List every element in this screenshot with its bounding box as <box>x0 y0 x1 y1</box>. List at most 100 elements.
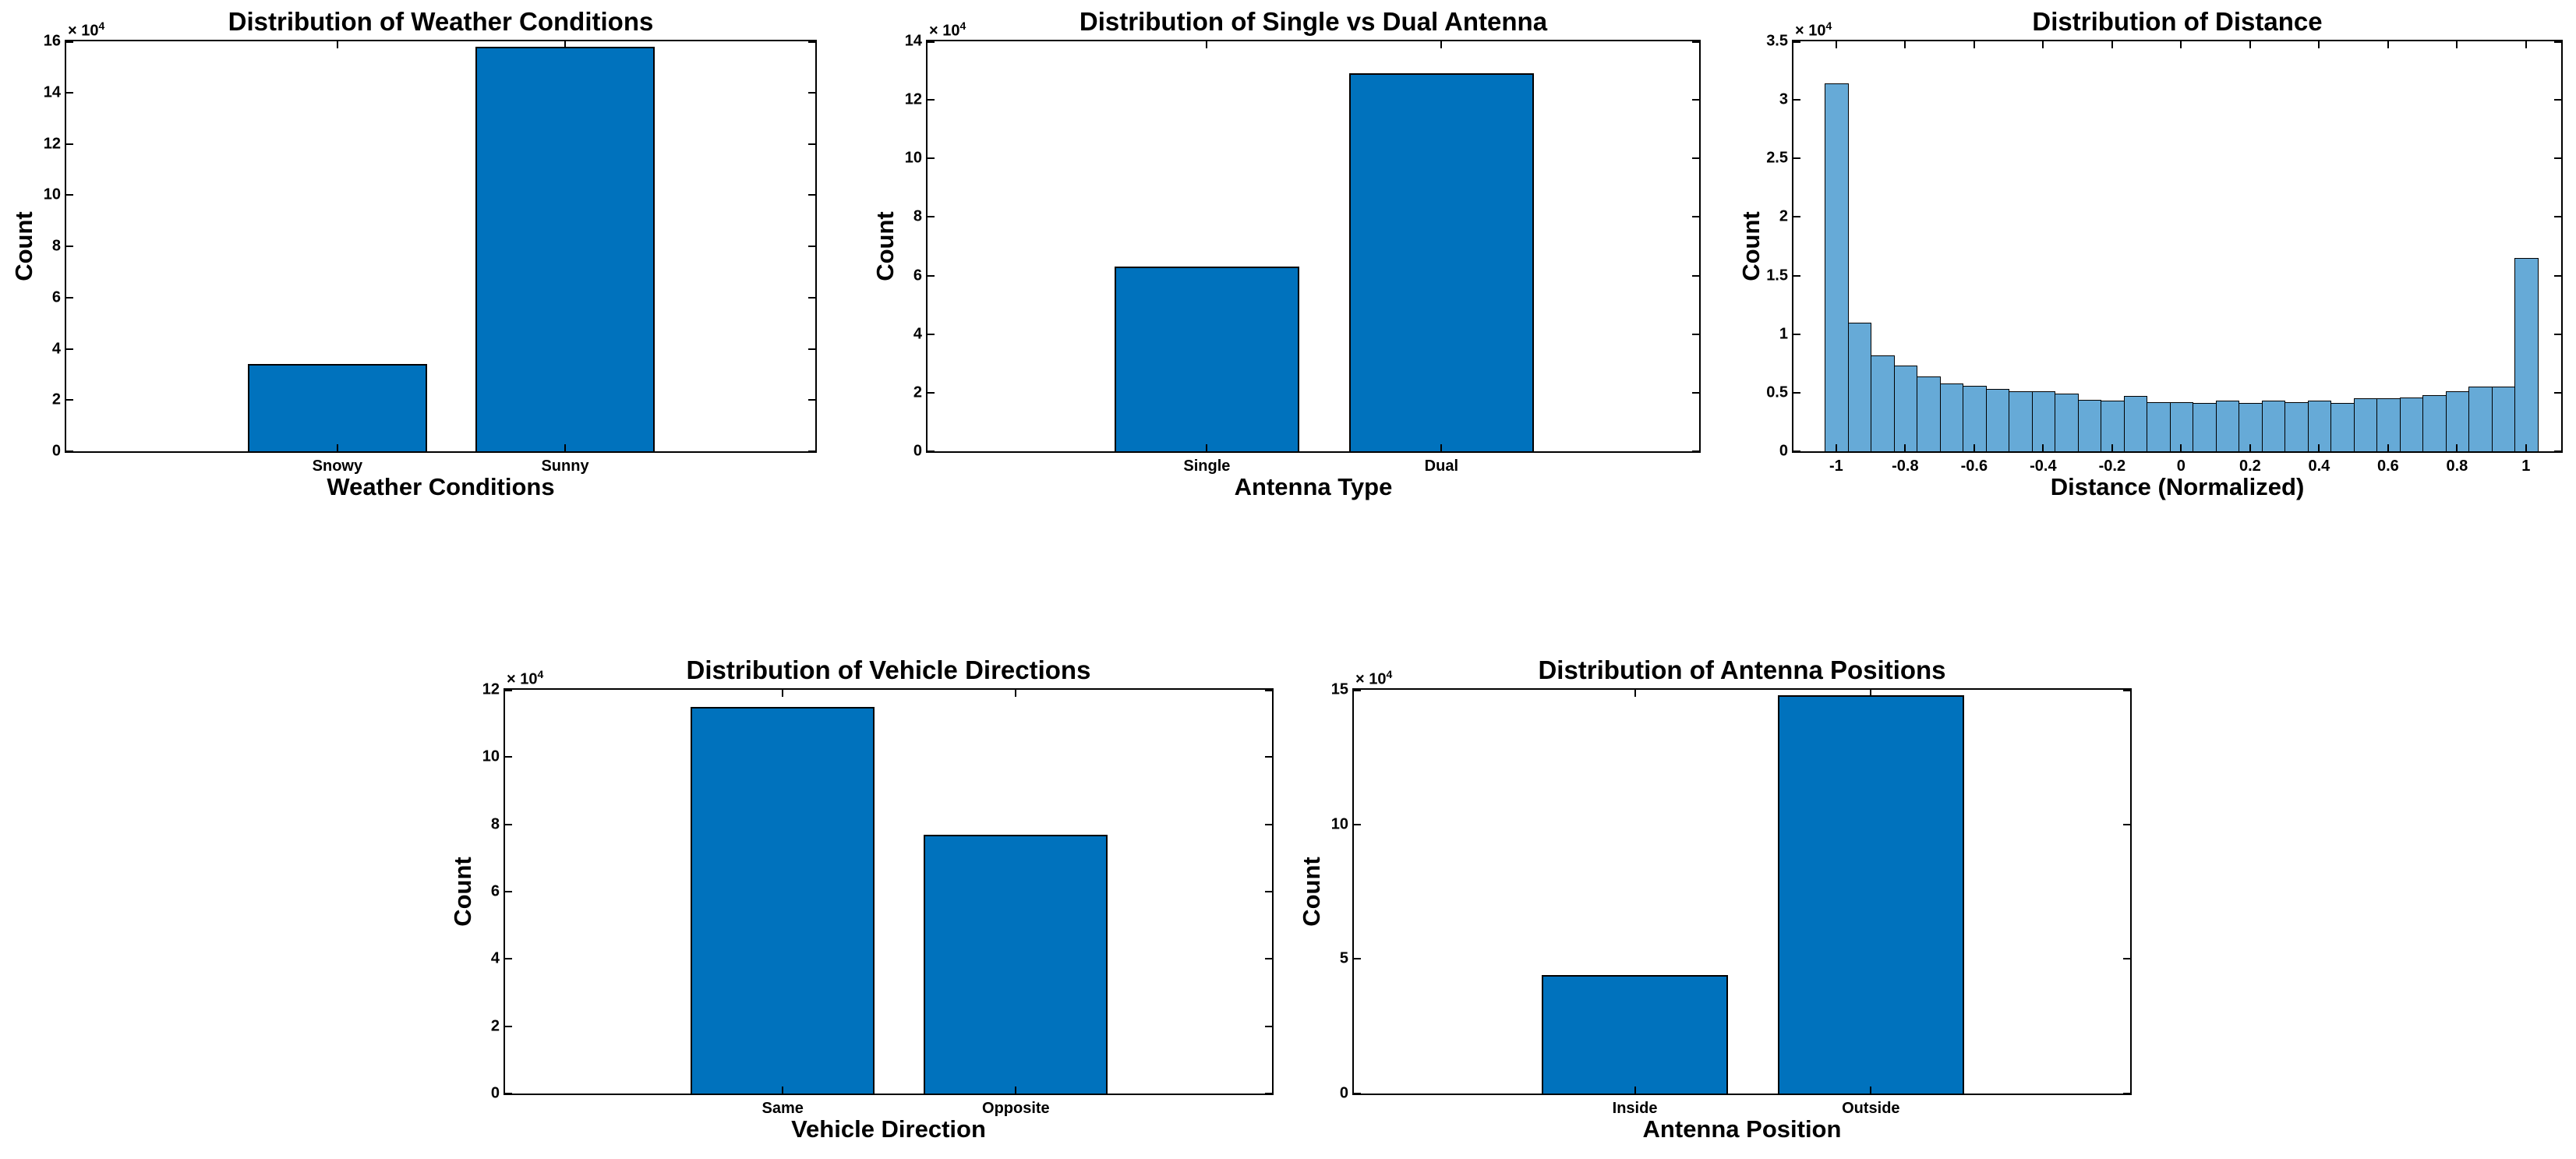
histogram-bin <box>2077 399 2102 451</box>
histogram-bin <box>2101 401 2125 451</box>
y-tick-mirror <box>2123 690 2130 691</box>
y-tick-label: 3.5 <box>1766 32 1788 50</box>
x-tick <box>2180 444 2182 451</box>
y-tick <box>66 348 73 350</box>
histogram-bin <box>2376 398 2401 451</box>
bar-opposite <box>924 834 1108 1094</box>
y-tick-label: 3 <box>1779 90 1788 108</box>
x-tick-mirror <box>336 41 338 48</box>
y-tick-mirror <box>2123 1093 2130 1094</box>
y-tick-label: 14 <box>904 32 922 50</box>
chart-distance-histogram-plot-area: Distribution of Distance Count Distance … <box>1737 7 2563 500</box>
y-tick-mirror <box>808 194 815 196</box>
histogram-bin <box>2031 391 2056 451</box>
y-axis-exponent-label: × 104 <box>1795 19 1832 41</box>
x-tick-label: 0 <box>2176 458 2186 475</box>
y-tick-mirror <box>808 41 815 43</box>
histogram-bin <box>1893 366 1918 451</box>
x-category-label: Opposite <box>982 1100 1050 1117</box>
x-tick-mirror <box>564 41 567 48</box>
y-tick-mirror <box>1692 216 1699 218</box>
y-tick-label: 8 <box>913 207 922 225</box>
x-tick-mirror <box>1206 41 1208 48</box>
y-tick <box>1793 451 1800 452</box>
y-tick-mirror <box>2554 451 2561 452</box>
histogram-bin <box>2193 403 2217 451</box>
histogram-bin <box>2284 401 2309 451</box>
y-tick-label: 2 <box>913 383 922 401</box>
x-category-label: Snowy <box>312 458 363 475</box>
x-tick <box>1634 1087 1636 1094</box>
y-tick-label: 1.5 <box>1766 267 1788 284</box>
y-tick <box>66 194 73 196</box>
y-tick <box>505 958 512 960</box>
y-tick <box>1354 958 1361 960</box>
y-tick-mirror <box>1265 958 1272 960</box>
histogram-bin <box>2261 401 2286 451</box>
x-tick-mirror <box>1973 41 1975 48</box>
y-tick-mirror <box>1265 1025 1272 1027</box>
chart-title: Distribution of Antenna Positions <box>1538 655 1946 684</box>
y-tick-label: 2.5 <box>1766 149 1788 167</box>
exponent-base: × 10 <box>929 23 960 40</box>
y-tick <box>1354 1093 1361 1094</box>
x-tick-label: -1 <box>1829 458 1843 475</box>
histogram-bin <box>2422 394 2447 451</box>
x-axis-label: Weather Conditions <box>327 473 555 500</box>
histogram-bin <box>2215 401 2240 451</box>
y-tick-label: 10 <box>904 149 922 167</box>
y-tick <box>505 1093 512 1094</box>
histogram-bin <box>2123 396 2148 451</box>
x-tick <box>2042 444 2044 451</box>
y-tick-mirror <box>808 399 815 401</box>
x-tick-mirror <box>2525 41 2527 48</box>
exponent-power: 4 <box>1825 19 1832 33</box>
x-tick <box>1973 444 1975 451</box>
y-tick-label: 0 <box>1779 442 1788 460</box>
y-tick-label: 5 <box>1339 949 1348 967</box>
y-tick-label: 16 <box>43 32 61 50</box>
x-tick-label: -0.8 <box>1892 458 1919 475</box>
bar-same <box>691 706 875 1094</box>
x-tick-mirror <box>1440 41 1443 48</box>
histogram-bin <box>2169 401 2194 451</box>
x-category-label: Outside <box>1842 1100 1900 1117</box>
histogram-bin <box>2445 391 2470 451</box>
y-tick <box>928 451 935 452</box>
exponent-power: 4 <box>98 19 105 33</box>
chart-weather-conditions-plot-area: Distribution of Weather Conditions Count… <box>10 7 817 500</box>
x-tick-label: 0.6 <box>2376 458 2399 475</box>
y-tick-label: 2 <box>1779 207 1788 225</box>
y-tick-mirror <box>2554 216 2561 218</box>
y-tick-mirror <box>2123 958 2130 960</box>
y-tick-label: 8 <box>490 815 500 833</box>
y-tick-mirror <box>2554 41 2561 43</box>
y-tick-label: 4 <box>490 949 500 967</box>
exponent-base: × 10 <box>507 671 538 688</box>
y-tick-label: 10 <box>482 747 500 765</box>
y-axis-label: Count <box>449 857 476 927</box>
chart-title: Distribution of Weather Conditions <box>228 7 654 36</box>
y-tick-label: 10 <box>1330 815 1348 833</box>
x-tick-label: 0.8 <box>2446 458 2468 475</box>
x-axis-label: Antenna Position <box>1642 1115 1842 1143</box>
x-tick <box>2387 444 2389 451</box>
y-tick-label: 0 <box>490 1084 500 1102</box>
x-tick <box>782 1087 784 1094</box>
y-tick <box>1793 333 1800 335</box>
x-tick-mirror <box>2180 41 2182 48</box>
y-tick <box>928 391 935 394</box>
y-tick <box>66 246 73 247</box>
x-tick-label: 0.2 <box>2239 458 2261 475</box>
histogram-bin <box>2468 387 2493 451</box>
bar-snowy <box>247 364 428 451</box>
y-tick-mirror <box>808 143 815 145</box>
x-tick-label: -0.2 <box>2098 458 2126 475</box>
y-tick-label: 8 <box>51 237 61 255</box>
bar-inside <box>1542 975 1729 1094</box>
y-tick-label: 12 <box>904 90 922 108</box>
x-category-label: Sunny <box>541 458 589 475</box>
y-tick-label: 12 <box>43 135 61 152</box>
histogram-bin <box>2307 401 2332 451</box>
